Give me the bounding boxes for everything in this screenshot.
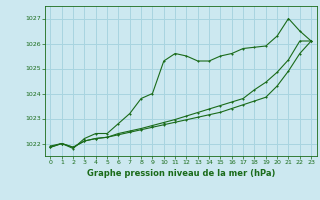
X-axis label: Graphe pression niveau de la mer (hPa): Graphe pression niveau de la mer (hPa): [87, 169, 275, 178]
